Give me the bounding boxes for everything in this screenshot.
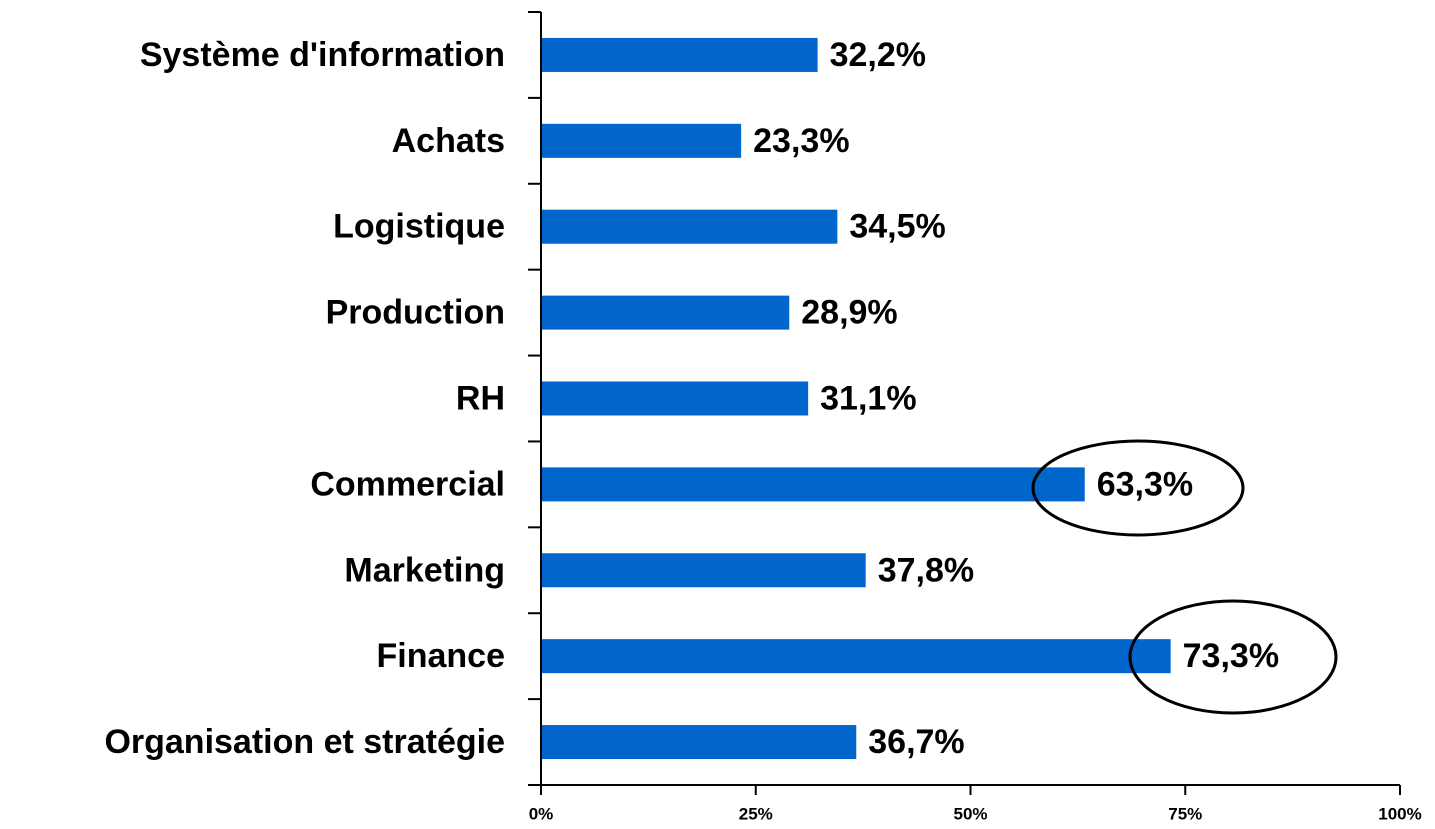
bar [541, 553, 866, 588]
value-label: 73,3% [1183, 637, 1279, 675]
x-tick-label: 75% [1168, 804, 1202, 823]
value-label: 28,9% [801, 294, 897, 332]
x-tick-label: 100% [1378, 804, 1421, 823]
x-tick-label: 25% [739, 804, 773, 823]
y-tick-label: RH [456, 379, 505, 417]
bar [541, 209, 838, 244]
bar [541, 467, 1085, 502]
value-label: 37,8% [878, 551, 974, 589]
y-tick-label: Finance [377, 637, 505, 675]
y-tick-label: Système d'information [140, 36, 505, 74]
x-tick-label: 50% [953, 804, 987, 823]
y-tick-label: Commercial [310, 465, 505, 503]
value-label: 31,1% [820, 379, 916, 417]
y-tick-label: Marketing [344, 551, 505, 589]
y-tick-label: Organisation et stratégie [104, 723, 505, 761]
value-label: 63,3% [1097, 465, 1193, 503]
value-label: 34,5% [849, 208, 945, 246]
bar [541, 381, 809, 416]
x-tick-label: 0% [529, 804, 554, 823]
bar [541, 123, 742, 158]
y-tick-label: Achats [392, 122, 505, 160]
value-label: 36,7% [868, 723, 964, 761]
bar [541, 639, 1171, 674]
value-label: 32,2% [830, 36, 926, 74]
bar [541, 37, 818, 72]
highlight-ellipse [1128, 599, 1338, 715]
y-tick-label: Production [326, 294, 505, 332]
value-label: 23,3% [753, 122, 849, 160]
y-tick-label: Logistique [333, 208, 505, 246]
bar [541, 295, 790, 330]
highlight-ellipse [1031, 439, 1245, 537]
bar [541, 725, 857, 760]
